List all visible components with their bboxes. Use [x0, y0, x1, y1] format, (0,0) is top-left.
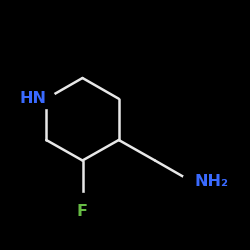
Text: HN: HN: [19, 91, 46, 106]
Text: F: F: [77, 204, 88, 219]
Text: NH₂: NH₂: [195, 174, 229, 189]
